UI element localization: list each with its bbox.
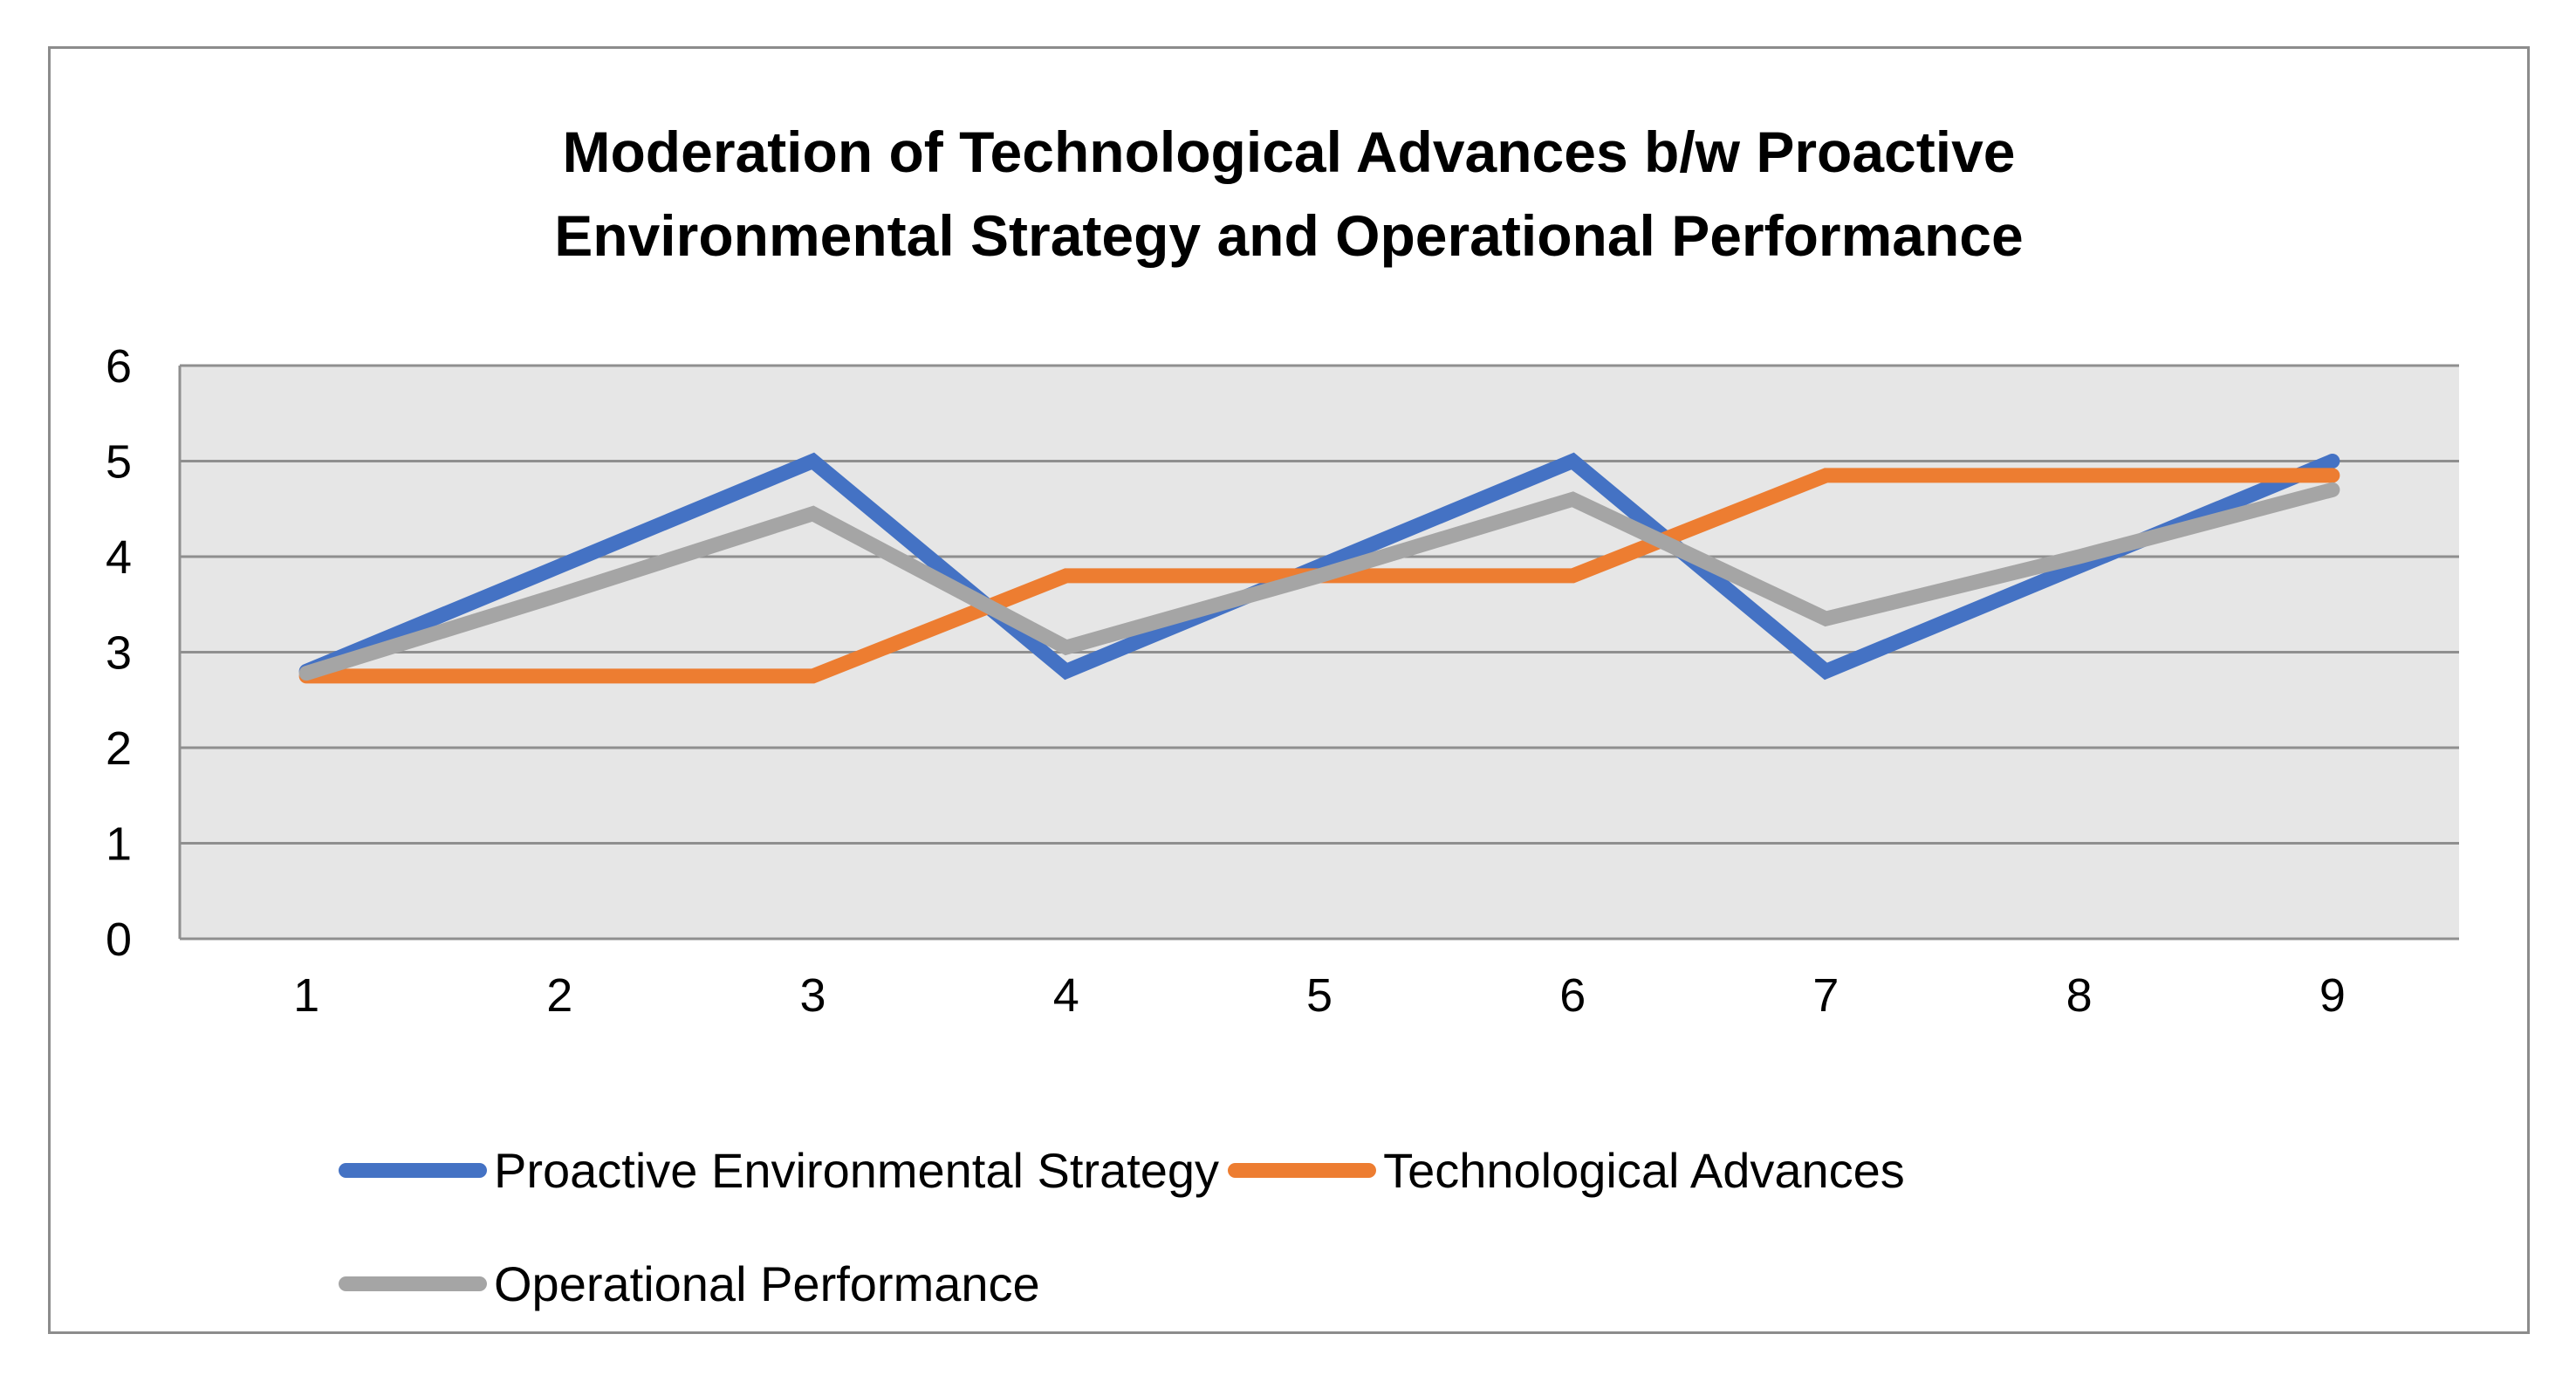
x-tick-label-6: 6 <box>1559 969 1586 1022</box>
x-tick-label-2: 2 <box>546 969 572 1022</box>
legend-row-2: Operational Performance <box>339 1227 2346 1340</box>
chart-title-line-2: Environmental Strategy and Operational P… <box>554 203 2024 268</box>
y-tick-label-5: 5 <box>106 436 132 489</box>
y-tick-label-0: 0 <box>106 913 132 966</box>
y-tick-label-6: 6 <box>106 340 132 393</box>
legend-swatch-proactive <box>339 1162 487 1178</box>
chart-frame: Moderation of Technological Advances b/w… <box>48 46 2530 1334</box>
legend-swatch-operational <box>339 1276 487 1291</box>
series-line-1 <box>298 452 2340 681</box>
legend-label-proactive: Proactive Environmental Strategy <box>494 1142 1220 1198</box>
x-tick-label-8: 8 <box>2066 969 2093 1022</box>
x-tick-label-5: 5 <box>1306 969 1333 1022</box>
chart-title: Moderation of Technological Advances b/w… <box>51 110 2527 277</box>
x-tick-label-7: 7 <box>1812 969 1839 1022</box>
chart-title-line-1: Moderation of Technological Advances b/w… <box>562 120 2016 184</box>
x-tick-label-1: 1 <box>293 969 319 1022</box>
series-line-3 <box>298 482 2340 681</box>
legend-item-technological: Technological Advances <box>1228 1142 1905 1199</box>
legend-item-proactive: Proactive Environmental Strategy <box>339 1142 1219 1199</box>
legend-item-operational: Operational Performance <box>339 1255 1040 1312</box>
chart-plot: 0 1 2 3 4 5 6 1 2 3 4 5 6 7 8 9 <box>106 340 2459 1022</box>
y-tick-label-2: 2 <box>106 722 132 775</box>
x-tick-label-3: 3 <box>800 969 826 1022</box>
y-tick-label-3: 3 <box>106 627 132 680</box>
y-tick-label-1: 1 <box>106 818 132 871</box>
legend-swatch-technological <box>1228 1162 1377 1178</box>
y-tick-label-4: 4 <box>106 531 132 584</box>
legend-row-1: Proactive Environmental Strategy Technol… <box>339 1113 2346 1227</box>
x-tick-label-9: 9 <box>2319 969 2346 1022</box>
legend: Proactive Environmental Strategy Technol… <box>339 1113 2346 1340</box>
legend-label-technological: Technological Advances <box>1383 1142 1905 1198</box>
x-tick-label-4: 4 <box>1053 969 1079 1022</box>
legend-label-operational: Operational Performance <box>494 1255 1040 1311</box>
